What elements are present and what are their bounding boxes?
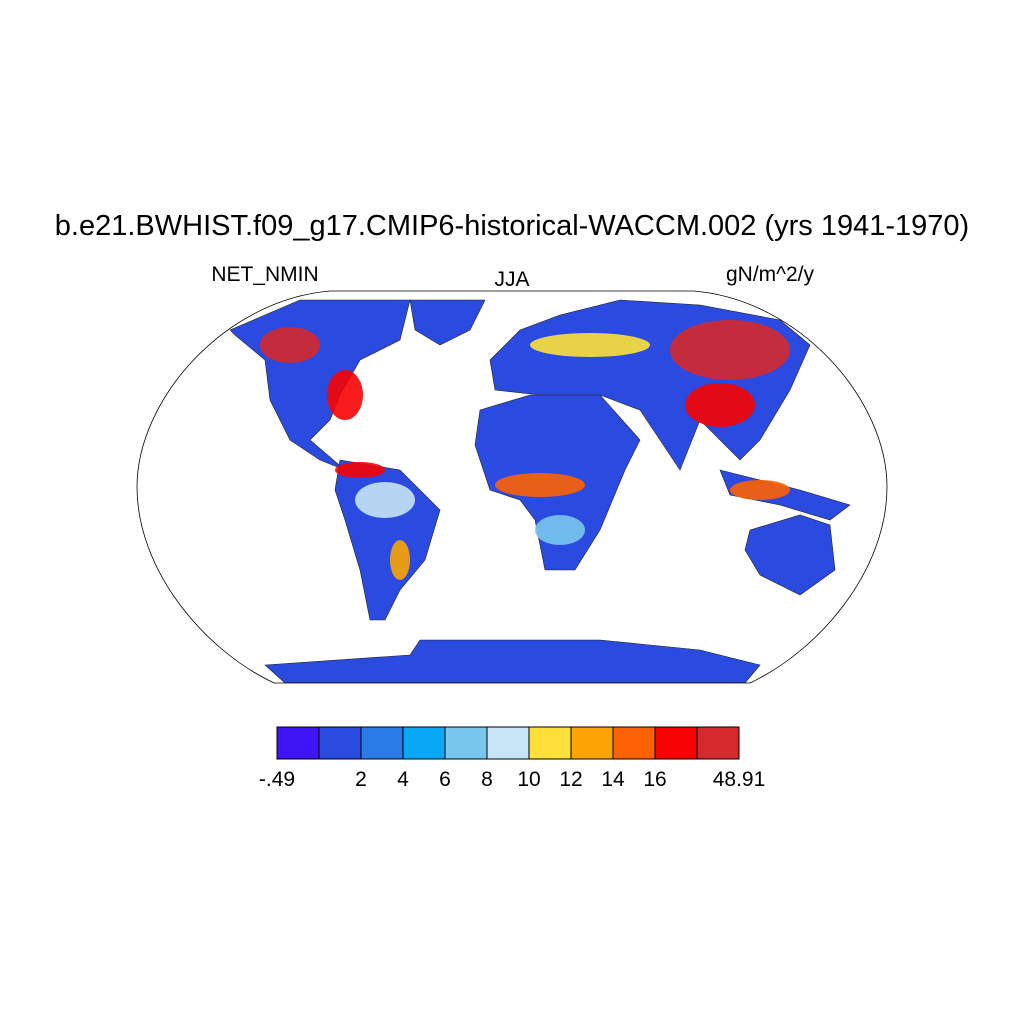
colorbar-label: 12: [559, 768, 582, 791]
colorbar-label: 8: [481, 768, 493, 791]
colorbar: -.49 2 4 6 8 10 12 14 16 48.91: [259, 726, 766, 791]
colorbar-box: [612, 726, 656, 760]
colorbar-box: [486, 726, 530, 760]
colorbar-box: [654, 726, 698, 760]
colorbar-box: [360, 726, 404, 760]
colorbar-label: 6: [439, 768, 451, 791]
right-string: gN/m^2/y: [726, 263, 815, 286]
colorbar-label: 2: [355, 768, 367, 791]
colorbar-box: [570, 726, 614, 760]
colorbar-label: 4: [397, 768, 409, 791]
title: b.e21.BWHIST.f09_g17.CMIP6-historical-WA…: [55, 210, 969, 242]
colorbar-label: -.49: [259, 768, 295, 791]
colorbar-box: [444, 726, 488, 760]
colorbar-label: 48.91: [713, 768, 766, 791]
colorbar-box: [276, 726, 320, 760]
colorbar-box: [696, 726, 740, 760]
colorbar-box: [402, 726, 446, 760]
colorbar-label: 10: [517, 768, 540, 791]
map-border: [136, 290, 888, 684]
center-string: JJA: [494, 268, 529, 291]
colorbar-box: [318, 726, 362, 760]
map: [136, 290, 888, 684]
left-string: NET_NMIN: [211, 263, 318, 286]
colorbar-label: 16: [643, 768, 666, 791]
colorbar-box: [528, 726, 572, 760]
colorbar-label: 14: [601, 768, 625, 791]
land: [229, 299, 851, 683]
